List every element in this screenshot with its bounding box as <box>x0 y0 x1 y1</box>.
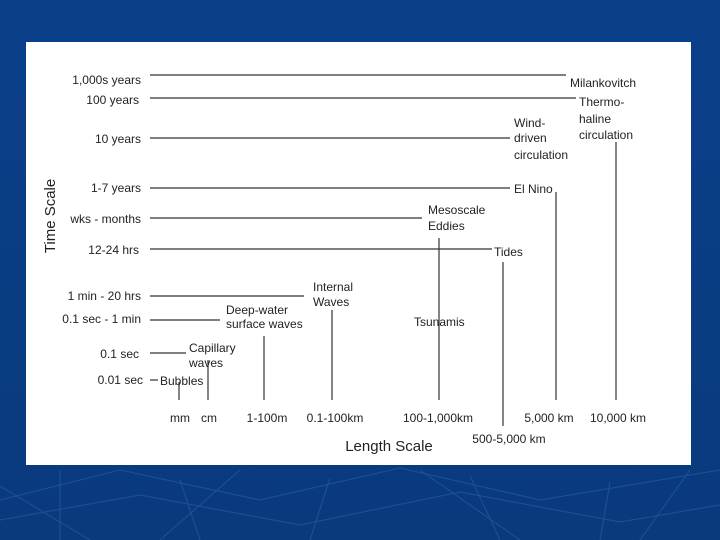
phenomenon-mesoscale-eddies: Mesoscale Eddies <box>428 203 489 233</box>
time-label: wks - months <box>69 212 141 226</box>
time-label: 0.1 sec - 1 min <box>62 312 141 326</box>
time-label: 10 years <box>95 132 141 146</box>
phenomenon-el-nino: El Nino <box>514 182 553 196</box>
length-label: 0.1-100km <box>307 411 364 425</box>
x-axis-title: Length Scale <box>345 438 433 455</box>
time-label: 1,000s years <box>72 73 141 87</box>
length-label: 10,000 km <box>590 411 646 425</box>
phenomenon-deep-water-waves: Deep-water surface waves <box>226 303 303 331</box>
ocean-scales-diagram: Time Scale Length Scale 1,000s years 100… <box>42 73 646 455</box>
length-label: cm <box>201 411 217 425</box>
time-label: 0.01 sec <box>98 373 143 387</box>
phenomenon-tides: Tides <box>494 245 523 259</box>
length-label: 5,000 km <box>524 411 573 425</box>
time-label: 12-24 hrs <box>88 243 139 257</box>
phenomenon-thermohaline-circulation: Thermo- haline circulation <box>579 95 633 142</box>
phenomenon-milankovitch: Milankovitch <box>570 76 636 90</box>
length-label: 1-100m <box>247 411 288 425</box>
length-label: 100-1,000km <box>403 411 473 425</box>
diagram-panel: Time Scale Length Scale 1,000s years 100… <box>26 42 691 465</box>
y-axis-title: Time Scale <box>42 179 59 253</box>
time-label: 1-7 years <box>91 181 141 195</box>
phenomenon-bubbles: Bubbles <box>160 374 203 388</box>
phenomenon-wind-driven-circulation: Wind- driven circulation <box>514 116 568 162</box>
time-label: 100 years <box>86 93 139 107</box>
phenomenon-tsunamis: Tsunamis <box>414 315 465 329</box>
time-label: 0.1 sec <box>100 347 139 361</box>
time-label: 1 min - 20 hrs <box>68 289 141 303</box>
phenomenon-internal-waves: Internal Waves <box>313 280 356 309</box>
length-label: mm <box>170 411 190 425</box>
length-label: 500-5,000 km <box>472 432 545 446</box>
phenomenon-capillary-waves: Capillary waves <box>188 341 239 370</box>
